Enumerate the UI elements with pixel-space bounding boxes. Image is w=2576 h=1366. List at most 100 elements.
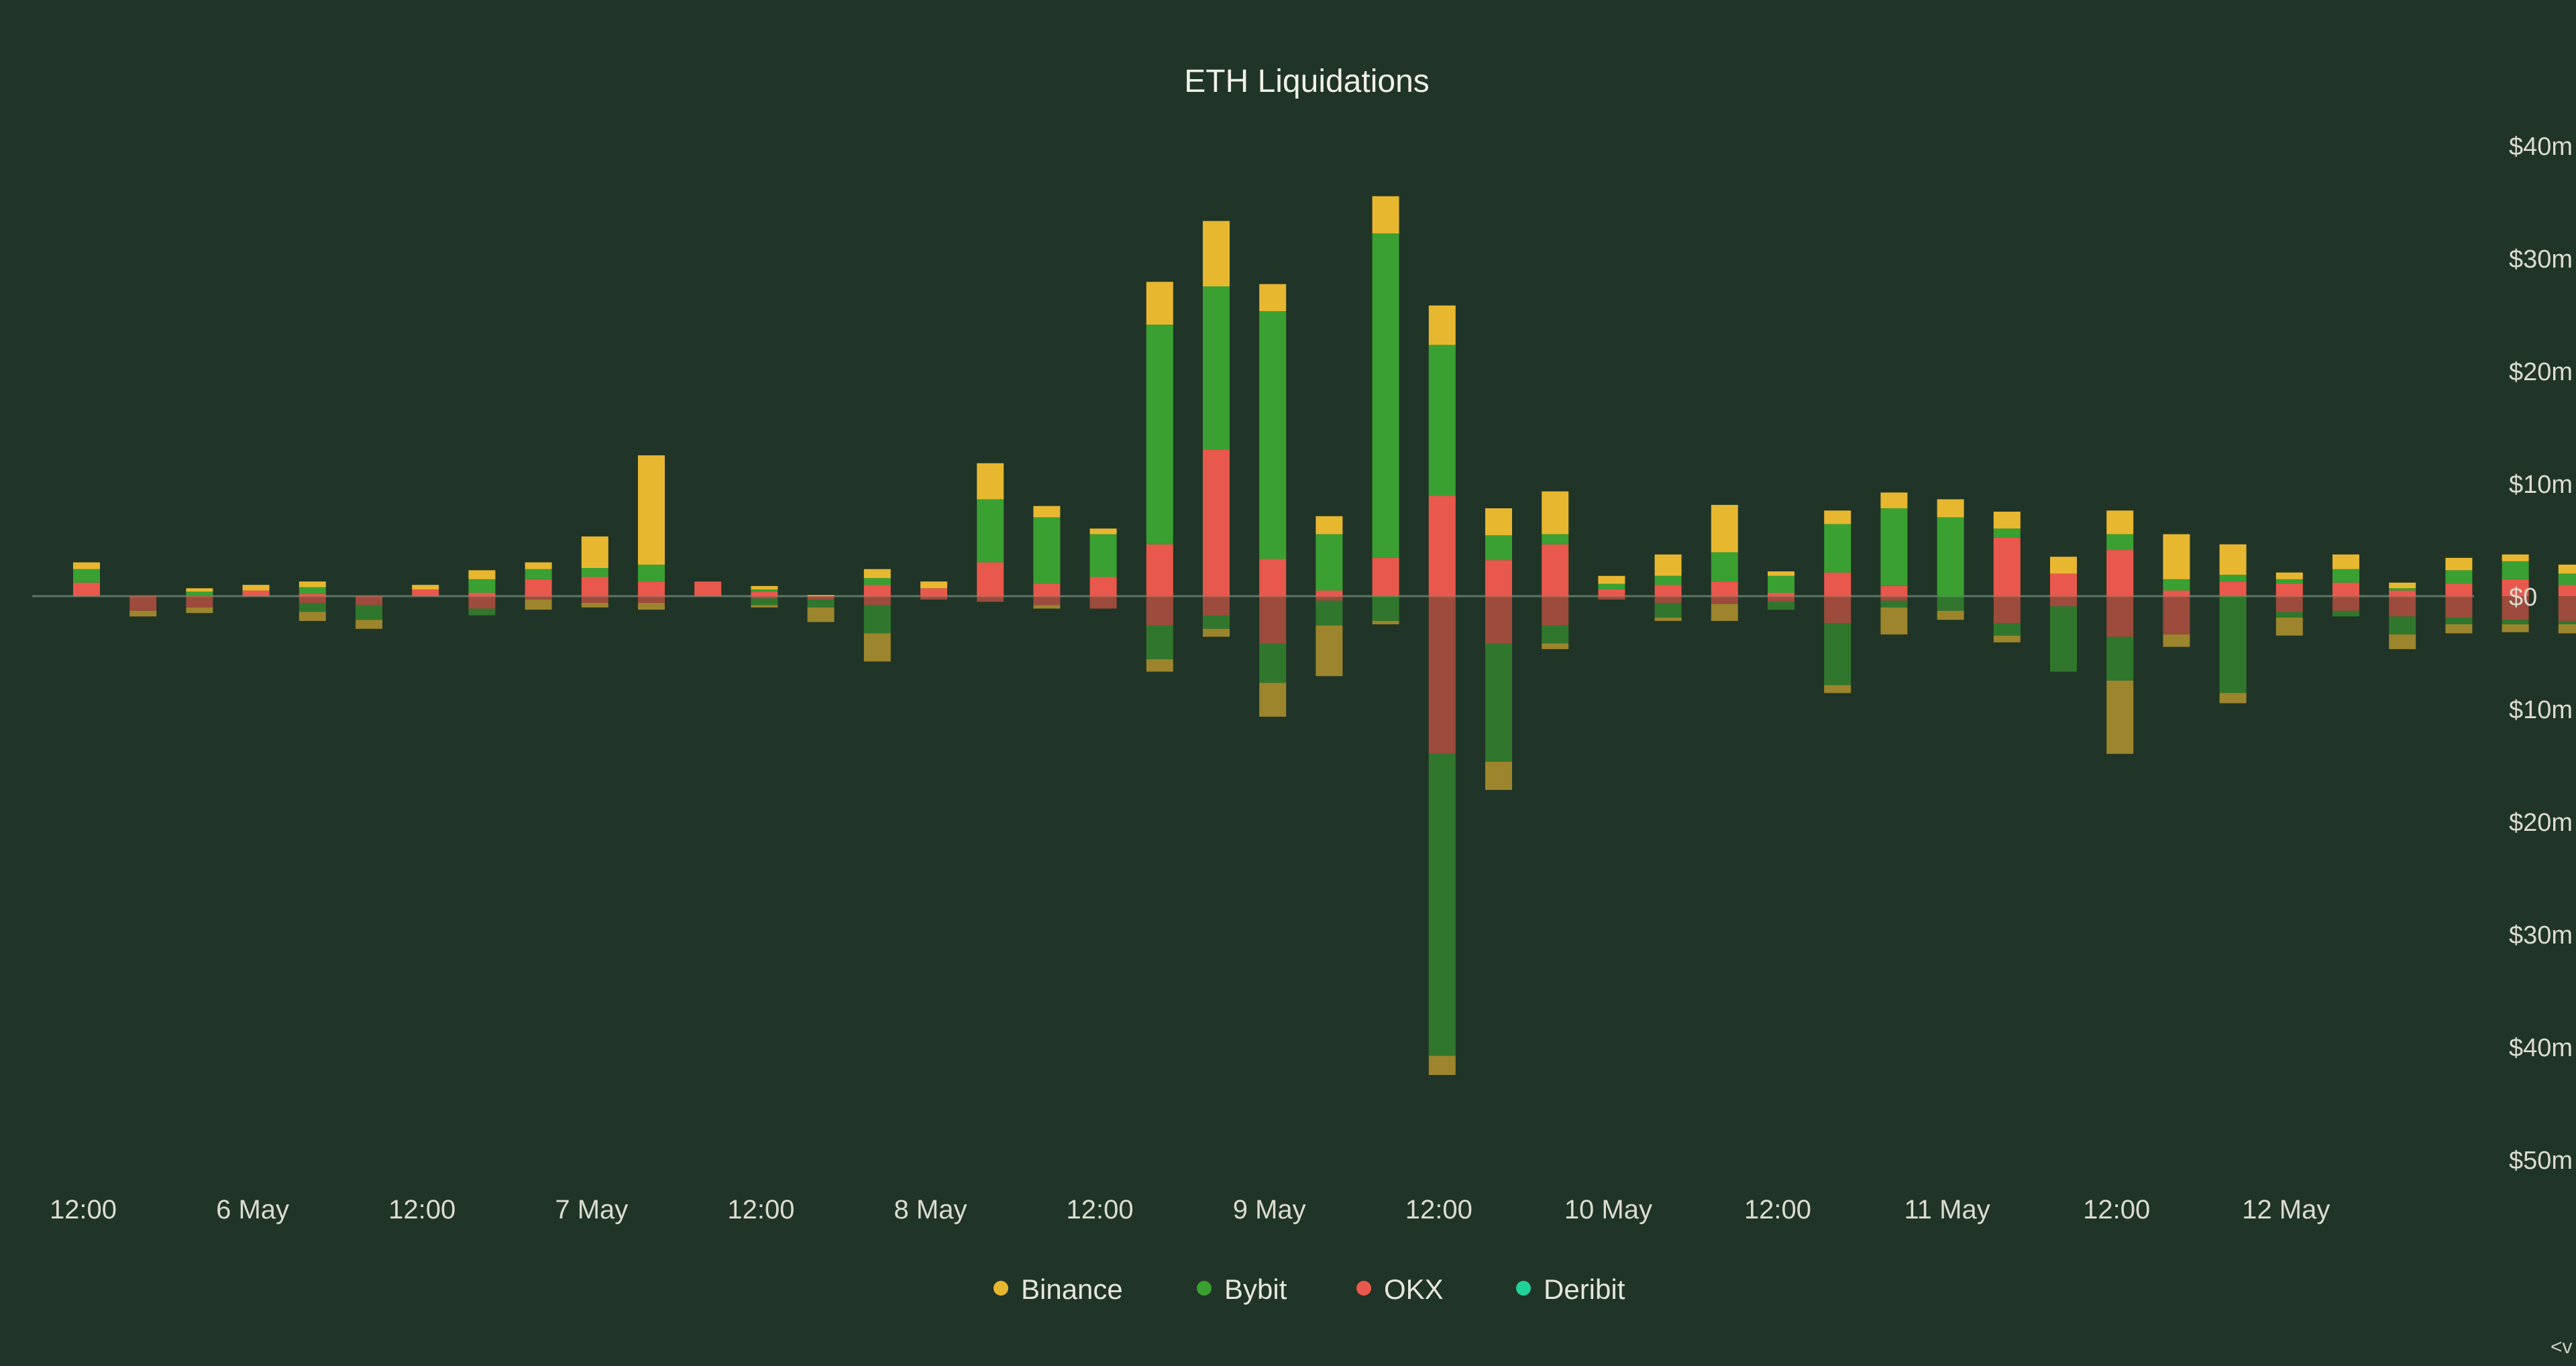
- bar-okx-short-18[interactable]: [1089, 596, 1117, 609]
- bar-okx-long-12[interactable]: [751, 591, 778, 596]
- bar-okx-long-27[interactable]: [1598, 589, 1625, 596]
- bar-binance-short-44[interactable]: [2558, 624, 2576, 634]
- bar-binance-short-10[interactable]: [638, 603, 665, 610]
- bar-okx-short-25[interactable]: [1485, 596, 1512, 644]
- bar-binance-long-15[interactable]: [920, 581, 947, 589]
- bar-okx-long-40[interactable]: [2332, 582, 2359, 596]
- bar-binance-long-41[interactable]: [2389, 582, 2416, 589]
- bar-okx-short-15[interactable]: [920, 596, 947, 600]
- bar-binance-long-16[interactable]: [977, 463, 1004, 500]
- bar-okx-short-9[interactable]: [581, 596, 608, 604]
- bar-okx-long-6[interactable]: [412, 589, 439, 596]
- bar-okx-short-26[interactable]: [1542, 596, 1569, 626]
- bar-bybit-short-25[interactable]: [1485, 643, 1512, 762]
- bar-okx-short-4[interactable]: [299, 596, 326, 604]
- bar-bybit-short-35[interactable]: [2050, 606, 2077, 672]
- bar-bybit-long-40[interactable]: [2332, 569, 2359, 583]
- bar-binance-short-14[interactable]: [863, 633, 891, 662]
- bar-bybit-long-26[interactable]: [1542, 534, 1569, 545]
- bar-okx-long-23[interactable]: [1372, 557, 1399, 596]
- bar-binance-short-38[interactable]: [2219, 693, 2247, 703]
- bar-binance-long-39[interactable]: [2275, 572, 2303, 579]
- bar-bybit-short-7[interactable]: [468, 608, 496, 616]
- bar-binance-short-43[interactable]: [2502, 624, 2529, 632]
- bar-okx-short-37[interactable]: [2163, 596, 2190, 635]
- bar-bybit-short-19[interactable]: [1146, 625, 1173, 660]
- bar-okx-long-37[interactable]: [2163, 590, 2190, 596]
- bar-okx-long-24[interactable]: [1428, 496, 1456, 596]
- bar-okx-long-41[interactable]: [2389, 590, 2416, 596]
- bar-bybit-long-20[interactable]: [1203, 286, 1230, 450]
- bar-bybit-long-34[interactable]: [1993, 528, 2021, 538]
- legend-label-okx[interactable]: OKX: [1384, 1273, 1444, 1305]
- bar-binance-long-6[interactable]: [412, 585, 439, 589]
- bar-binance-long-18[interactable]: [1089, 528, 1117, 534]
- bar-okx-long-7[interactable]: [468, 592, 496, 596]
- bar-bybit-long-44[interactable]: [2558, 573, 2576, 585]
- bar-okx-long-31[interactable]: [1824, 572, 1851, 596]
- bar-bybit-long-30[interactable]: [1768, 575, 1794, 593]
- bar-okx-short-5[interactable]: [356, 596, 382, 606]
- bar-okx-short-31[interactable]: [1824, 596, 1851, 624]
- bar-bybit-long-0[interactable]: [73, 569, 100, 583]
- bar-bybit-long-37[interactable]: [2163, 579, 2190, 591]
- bar-binance-short-28[interactable]: [1654, 617, 1682, 621]
- bar-bybit-long-23[interactable]: [1372, 233, 1399, 558]
- bar-bybit-short-28[interactable]: [1654, 603, 1682, 618]
- bar-okx-short-7[interactable]: [468, 596, 496, 609]
- bar-okx-short-20[interactable]: [1203, 596, 1230, 616]
- bar-binance-long-14[interactable]: [863, 569, 891, 579]
- bar-okx-short-12[interactable]: [751, 596, 778, 599]
- legend-label-deribit[interactable]: Deribit: [1544, 1273, 1625, 1305]
- bar-okx-long-0[interactable]: [73, 582, 100, 596]
- bar-okx-short-28[interactable]: [1654, 596, 1682, 604]
- bar-bybit-long-8[interactable]: [525, 569, 552, 579]
- bar-binance-short-8[interactable]: [525, 600, 552, 610]
- bar-binance-long-21[interactable]: [1259, 284, 1287, 311]
- bar-binance-long-25[interactable]: [1485, 508, 1512, 536]
- bar-bybit-long-17[interactable]: [1033, 517, 1061, 584]
- bar-bybit-short-43[interactable]: [2502, 620, 2529, 624]
- bar-okx-short-21[interactable]: [1259, 596, 1287, 644]
- bar-okx-long-29[interactable]: [1711, 581, 1738, 596]
- bar-binance-long-36[interactable]: [2106, 510, 2134, 534]
- bar-binance-long-4[interactable]: [299, 581, 326, 587]
- bar-okx-short-27[interactable]: [1598, 596, 1625, 600]
- bar-binance-long-33[interactable]: [1937, 499, 1964, 518]
- bar-binance-short-32[interactable]: [1880, 607, 1908, 635]
- bar-bybit-short-40[interactable]: [2332, 610, 2359, 617]
- bar-okx-short-22[interactable]: [1316, 596, 1343, 601]
- bar-binance-short-21[interactable]: [1259, 683, 1287, 717]
- bar-bybit-long-39[interactable]: [2275, 579, 2303, 584]
- bar-okx-long-38[interactable]: [2219, 581, 2247, 596]
- bar-bybit-long-29[interactable]: [1711, 552, 1738, 582]
- bar-okx-short-39[interactable]: [2275, 596, 2303, 612]
- bar-bybit-short-24[interactable]: [1428, 754, 1456, 1056]
- bar-binance-short-36[interactable]: [2106, 681, 2134, 754]
- bar-binance-short-12[interactable]: [751, 605, 778, 608]
- bar-okx-short-34[interactable]: [1993, 596, 2021, 624]
- bar-bybit-long-33[interactable]: [1937, 517, 1964, 596]
- bar-okx-long-34[interactable]: [1993, 537, 2021, 596]
- bar-binance-long-44[interactable]: [2558, 564, 2576, 574]
- bar-binance-long-30[interactable]: [1768, 571, 1794, 576]
- bar-binance-short-26[interactable]: [1542, 643, 1569, 649]
- bar-binance-short-24[interactable]: [1428, 1056, 1456, 1075]
- bar-binance-long-7[interactable]: [468, 570, 496, 579]
- bar-okx-short-44[interactable]: [2558, 596, 2576, 621]
- bar-bybit-long-41[interactable]: [2389, 588, 2416, 591]
- bar-binance-short-23[interactable]: [1372, 620, 1399, 624]
- bar-okx-short-17[interactable]: [1033, 596, 1061, 606]
- bar-bybit-long-42[interactable]: [2445, 570, 2473, 584]
- bar-binance-short-1[interactable]: [129, 610, 157, 617]
- bar-binance-long-2[interactable]: [186, 588, 213, 592]
- bar-okx-long-17[interactable]: [1033, 583, 1061, 596]
- bar-binance-short-4[interactable]: [299, 612, 326, 621]
- bar-bybit-short-5[interactable]: [356, 605, 382, 620]
- bar-okx-long-4[interactable]: [299, 593, 326, 596]
- bar-okx-long-16[interactable]: [977, 562, 1004, 596]
- bar-binance-long-13[interactable]: [807, 595, 835, 596]
- bar-bybit-long-27[interactable]: [1598, 583, 1625, 589]
- bar-bybit-long-24[interactable]: [1428, 345, 1456, 496]
- bar-binance-long-8[interactable]: [525, 562, 552, 569]
